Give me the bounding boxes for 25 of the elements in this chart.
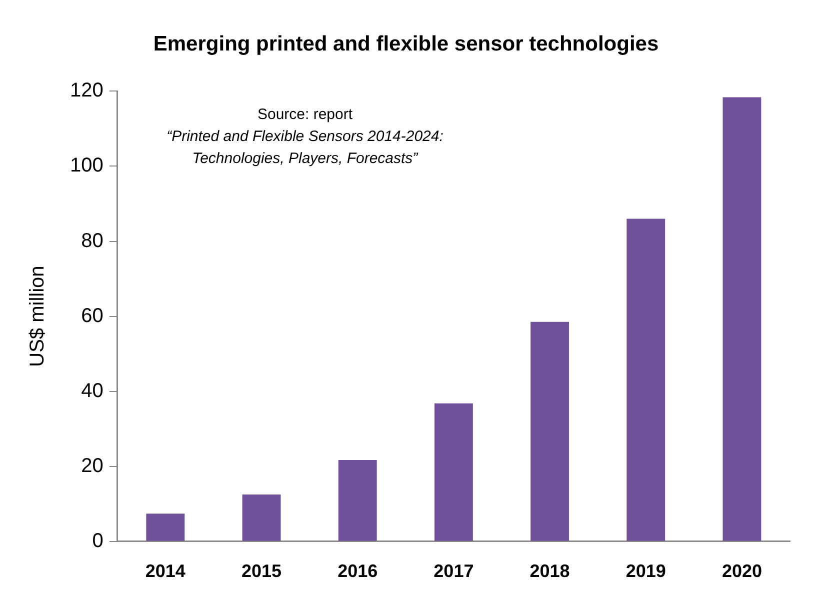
x-tick-label: 2016	[338, 561, 378, 582]
chart-title: Emerging printed and flexible sensor technologies	[153, 32, 659, 56]
annotation: “Printed and Flexible Sensors 2014-2024: Technologies, Players, Forecasts”	[166, 127, 444, 169]
bar	[434, 403, 473, 541]
y-tick-label: 0	[92, 530, 104, 552]
y-axis-title: US$ million	[26, 266, 49, 367]
bar	[146, 514, 185, 541]
y-tick-label: 100	[70, 154, 104, 177]
x-tick-label: 2018	[530, 561, 570, 582]
bar	[722, 97, 762, 541]
y-tick-label: 40	[81, 380, 104, 402]
x-tick-label: 2014	[145, 561, 186, 582]
y-tick-label: 80	[81, 230, 104, 252]
bar	[626, 218, 666, 541]
y-tick-label: 120	[70, 80, 104, 102]
x-tick-label: 2020	[722, 561, 762, 582]
bar	[242, 494, 281, 541]
bar	[338, 460, 377, 541]
bar	[530, 322, 569, 541]
x-tick-label: 2019	[626, 561, 666, 582]
x-tick-label: 2015	[241, 561, 282, 582]
y-tick-label: 60	[81, 304, 104, 327]
x-tick-label: 2017	[434, 561, 474, 582]
annotation: Source: report	[256, 105, 354, 125]
y-tick-label: 20	[81, 454, 104, 477]
